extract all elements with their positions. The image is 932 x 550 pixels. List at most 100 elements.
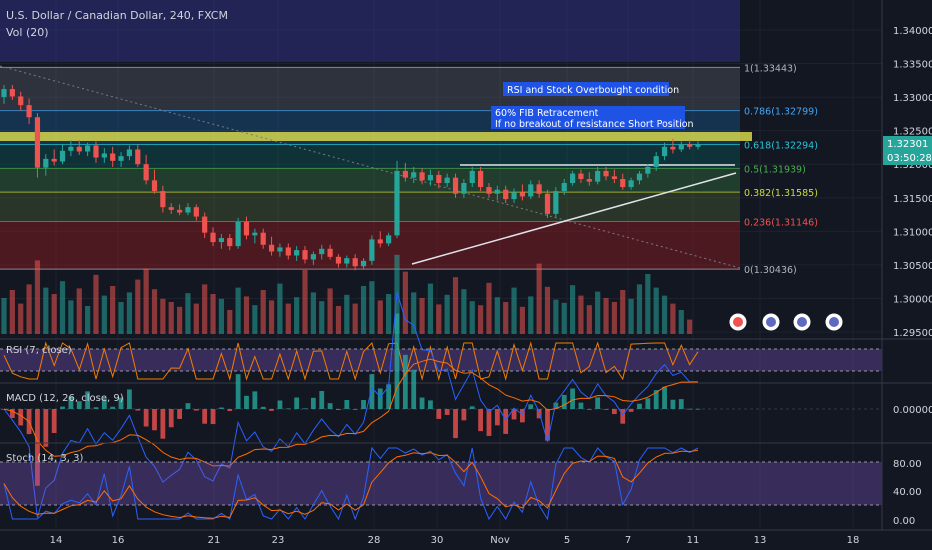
macd-bar <box>478 409 484 432</box>
macd-bar <box>160 409 166 439</box>
rsi-band <box>0 349 882 371</box>
candle <box>93 141 99 163</box>
volume-bar <box>494 297 500 334</box>
volume-bar <box>511 287 517 334</box>
ascending-trendline[interactable] <box>411 172 737 265</box>
time-tick: 5 <box>564 535 570 546</box>
volume-bar <box>319 301 325 334</box>
volume-bar <box>168 302 174 334</box>
time-tick: 30 <box>431 535 444 546</box>
candle <box>461 178 467 198</box>
candle <box>302 246 308 264</box>
flag-icon <box>766 317 776 327</box>
annotation-fib[interactable]: 60% FIB Retracement If no breakout of re… <box>491 106 694 130</box>
annotation-overbought[interactable]: RSI and Stock Overbought condition <box>503 82 679 96</box>
volume-bar <box>469 301 475 334</box>
macd-bar <box>152 409 157 431</box>
candle <box>210 227 216 247</box>
candle <box>528 180 534 200</box>
time-axis[interactable]: 14 16 21 23 28 30 Nov 5 7 11 13 18 <box>50 535 860 546</box>
macd-bar <box>277 400 283 409</box>
volume-bar <box>611 302 617 334</box>
macd-bar <box>536 409 542 419</box>
macd-bar <box>436 409 442 419</box>
macd-bar <box>218 407 224 409</box>
candle <box>645 164 651 178</box>
macd-bar <box>486 409 492 436</box>
candle <box>227 234 233 251</box>
volume-bar <box>193 303 199 334</box>
volume-bar <box>411 292 417 334</box>
macd-bar <box>310 397 316 409</box>
macd-bar <box>494 409 500 426</box>
candle <box>653 152 659 171</box>
candle <box>419 168 425 185</box>
volume-bar <box>636 284 643 334</box>
fib-level-label: 0.382(1.31585) <box>744 188 818 199</box>
volume-bar <box>335 306 342 334</box>
annotation-fib-line2: If no breakout of resistance Short Posit… <box>495 119 694 130</box>
candle <box>310 251 316 265</box>
volume-bar <box>461 289 467 334</box>
rsi-line <box>3 341 699 381</box>
macd-bar <box>327 403 333 409</box>
macd-bar <box>143 409 149 427</box>
candle <box>151 169 158 194</box>
stoch-pane[interactable]: Stoch (14, 3, 3) 80.00 40.00 0.00 <box>0 442 932 527</box>
resistance-band[interactable] <box>0 132 752 141</box>
macd-bar <box>285 408 291 410</box>
macd-bar <box>595 397 601 409</box>
macd-bar <box>177 409 182 419</box>
time-tick: 18 <box>847 535 860 546</box>
macd-bar <box>428 400 433 409</box>
macd-bar <box>185 403 191 409</box>
volume-bar <box>369 281 375 334</box>
price-axis[interactable]: 1.34000 1.33500 1.33000 1.32500 1.32000 1.315… <box>893 26 932 339</box>
volume-bar <box>436 304 442 334</box>
macd-bar <box>68 396 74 409</box>
volume-bar <box>486 282 492 334</box>
macd-bar <box>637 403 642 409</box>
candle <box>444 173 450 188</box>
price-tick: 1.32500 <box>893 127 932 138</box>
macd-pane[interactable]: MACD (12, 26, close, 9) 0.00000 <box>0 291 932 518</box>
candle <box>402 162 408 182</box>
event-flags[interactable] <box>728 312 844 332</box>
candle <box>218 234 224 249</box>
macd-bar <box>545 409 550 441</box>
fib-retracement[interactable]: 1(1.33443) 0.786(1.32799) 0.618(1.32294) 0.… <box>0 63 818 276</box>
macd-bar <box>127 389 132 409</box>
volume-bar <box>687 319 693 334</box>
volume-bar <box>569 285 576 334</box>
volume-bar <box>310 292 316 334</box>
volume-bar <box>620 290 626 334</box>
candle <box>620 173 626 190</box>
volume-bar <box>344 294 350 334</box>
fib-level-label: 1(1.33443) <box>744 63 797 74</box>
current-price-badge[interactable]: 1.32301 03:50:28 <box>883 136 932 165</box>
stoch-d-line <box>3 449 699 519</box>
macd-bar <box>561 394 567 409</box>
volume-bar <box>202 284 208 334</box>
volume-bar <box>628 298 634 334</box>
candle <box>9 85 15 100</box>
macd-histogram <box>1 313 701 486</box>
macd-bar <box>611 409 617 415</box>
macd-bar <box>361 400 366 409</box>
volume-bar <box>26 284 32 334</box>
macd-bar <box>628 409 634 412</box>
volume-bar <box>227 310 233 334</box>
macd-bar <box>520 409 525 423</box>
volume-bar <box>160 298 166 334</box>
macd-bar <box>578 402 584 409</box>
macd-bar <box>101 398 107 409</box>
price-tick: 1.32000 <box>893 160 932 171</box>
volume-bar <box>360 286 367 334</box>
price-pane[interactable]: 1(1.33443) 0.786(1.32799) 0.618(1.32294) 0.… <box>0 0 882 530</box>
candle <box>369 235 375 265</box>
macd-bar <box>135 409 141 411</box>
candle <box>386 232 392 247</box>
candle <box>76 140 82 155</box>
annotation-overbought-text: RSI and Stock Overbought condition <box>507 85 679 96</box>
